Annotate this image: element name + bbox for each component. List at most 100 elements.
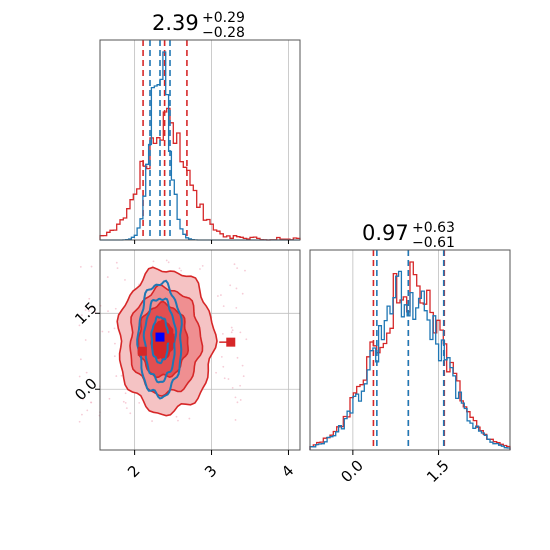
scatter-point	[78, 375, 81, 378]
panel-frame	[99, 39, 301, 241]
scatter-point	[124, 392, 127, 395]
title-param2-median: 0.97	[362, 221, 409, 245]
x-tick-label: 3	[201, 462, 220, 481]
blue-contour-level-1	[136, 279, 183, 400]
scatter-point	[231, 329, 234, 332]
scatter-point	[78, 324, 81, 327]
scatter-point	[138, 402, 141, 404]
scatter-point	[94, 311, 97, 314]
histogram-panel-param1	[99, 39, 301, 244]
scatter-point	[221, 332, 224, 335]
scatter-point	[115, 375, 118, 377]
marker-square	[155, 332, 165, 342]
scatter-point	[79, 358, 82, 361]
scatter-point	[125, 407, 128, 410]
scatter-point	[84, 339, 87, 341]
histogram-panel-param2: 0.0 1.5	[309, 249, 511, 486]
histogram-series-blue	[309, 270, 511, 450]
histogram-series-red	[309, 261, 511, 450]
blue-contour-level-2	[142, 297, 178, 384]
scatter-point	[227, 378, 230, 380]
scatter-point	[229, 284, 232, 287]
scatter-point	[234, 419, 237, 421]
x-tick-label: 1.5	[423, 456, 453, 486]
scatter-point	[241, 292, 244, 295]
scatter-point	[239, 399, 242, 401]
scatter-point	[151, 420, 153, 422]
scatter-point	[78, 420, 81, 423]
x-tick-label: 0.0	[337, 456, 367, 486]
scatter-point	[88, 310, 90, 312]
scatter-point	[220, 294, 222, 296]
title-param1-minus: −0.28	[202, 25, 245, 41]
scatter-point	[114, 342, 116, 345]
scatter-point	[81, 314, 83, 317]
scatter-point	[81, 413, 83, 416]
y-tick-label: 0.0	[71, 374, 101, 404]
scatter-point	[222, 305, 225, 308]
scatter-point	[88, 297, 91, 300]
title-param2-plus: +0.63	[412, 220, 455, 236]
scatter-point	[239, 384, 242, 387]
scatter-point	[177, 419, 179, 422]
scatter-point	[234, 396, 237, 399]
marker-square	[137, 346, 147, 356]
scatter-point	[85, 371, 88, 374]
scatter-point	[107, 331, 110, 333]
scatter-point	[175, 415, 178, 418]
scatter-point	[245, 338, 248, 341]
scatter-point	[242, 375, 245, 378]
scatter-point	[86, 409, 89, 412]
x-tick-label: 4	[278, 462, 297, 481]
scatter-point	[167, 261, 170, 264]
panel-frame	[99, 249, 301, 451]
scatter-point	[122, 400, 125, 403]
scatter-point	[244, 269, 246, 272]
panel-frame	[309, 249, 511, 451]
scatter-point	[116, 267, 119, 270]
scatter-point	[235, 306, 238, 309]
scatter-point	[230, 331, 233, 334]
histogram-series-red	[99, 107, 301, 241]
scatter-point	[239, 331, 242, 334]
scatter-point	[222, 365, 225, 368]
scatter-point	[129, 412, 132, 415]
scatter-point	[114, 307, 117, 310]
scatter-point	[216, 295, 219, 297]
scatter-point	[113, 355, 116, 358]
marker-square	[165, 333, 175, 343]
joint-contour-panel: 2 3 4 0.0 1.5	[71, 249, 301, 481]
scatter-point	[188, 417, 191, 420]
scatter-point	[223, 377, 226, 380]
scatter-point	[236, 356, 239, 359]
scatter-point	[201, 265, 204, 267]
blue-contour-level-3	[150, 315, 171, 365]
scatter-point	[113, 327, 116, 330]
scatter-point	[236, 401, 239, 404]
y-tick-label: 1.5	[71, 298, 101, 328]
scatter-point	[120, 374, 123, 377]
scatter-point	[106, 276, 109, 278]
scatter-point	[241, 364, 244, 367]
title-param1-median: 2.39	[152, 11, 199, 35]
scatter-point	[90, 401, 92, 404]
scatter-point	[90, 265, 93, 268]
scatter-point	[220, 356, 223, 358]
title-param2-minus: −0.61	[412, 235, 455, 251]
scatter-point	[79, 265, 82, 268]
scatter-point	[124, 401, 127, 404]
scatter-point	[231, 386, 234, 389]
title-param1-plus: +0.29	[202, 10, 245, 26]
scatter-point	[235, 287, 238, 290]
scatter-point	[215, 371, 217, 374]
scatter-point	[108, 397, 111, 400]
scatter-point	[233, 263, 236, 266]
histogram-series-blue	[100, 51, 300, 241]
scatter-point	[107, 310, 109, 313]
scatter-point	[90, 306, 93, 309]
scatter-point	[115, 261, 118, 264]
scatter-point	[230, 326, 233, 329]
scatter-point	[180, 269, 183, 272]
marker-square	[226, 337, 236, 347]
